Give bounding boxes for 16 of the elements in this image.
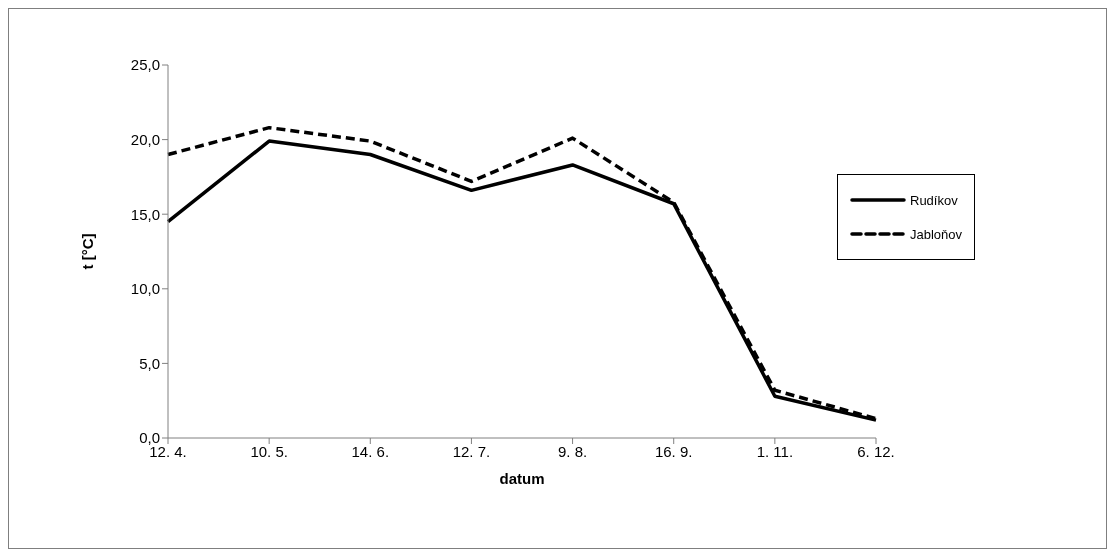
x-tick-label: 9. 8.	[557, 442, 588, 460]
legend-label: Jabloňov	[910, 226, 963, 242]
y-axis-title: t [°C]	[79, 233, 97, 270]
y-tick-label: 15,0	[130, 205, 160, 223]
x-tick-label: 12. 7.	[452, 442, 491, 460]
x-tick-label: 1. 11.	[756, 442, 794, 460]
x-axis-title: datum	[499, 470, 545, 487]
x-tick-label: 14. 6.	[351, 442, 390, 460]
x-tick-label: 16. 9.	[654, 442, 693, 460]
y-tick-label: 5,0	[139, 354, 160, 372]
y-tick-label: 20,0	[130, 130, 160, 148]
legend-label: Rudíkov	[910, 192, 958, 208]
y-tick-label: 25,0	[130, 56, 160, 74]
x-tick-label: 10. 5.	[250, 442, 288, 460]
y-tick-label: 10,0	[130, 280, 160, 298]
x-tick-label: 6. 12.	[857, 442, 895, 460]
